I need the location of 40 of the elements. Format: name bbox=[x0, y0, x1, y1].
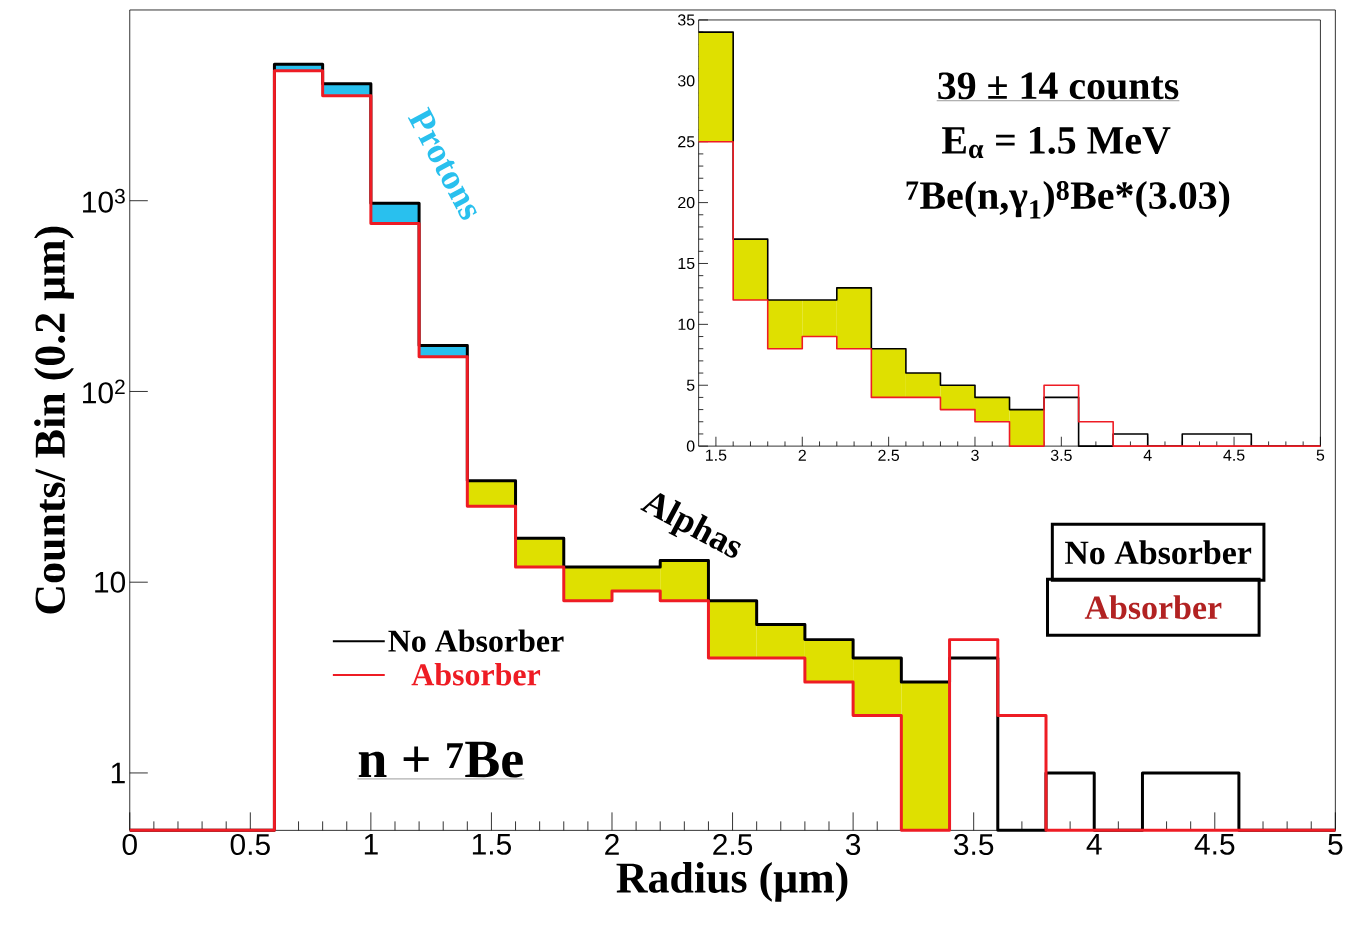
y-tick-label: 10 bbox=[678, 318, 695, 330]
y-tick-label: 0 bbox=[686, 440, 695, 452]
y-tick-label: 10 bbox=[95, 571, 126, 593]
y-tick-label: 1 bbox=[111, 762, 125, 784]
y-axis-title: Counts/ Bin (0.2 μm) bbox=[34, 226, 74, 614]
annotation: n + $^{7}$Be bbox=[358, 741, 523, 778]
x-tick-label: 4.5 bbox=[1194, 833, 1235, 855]
legend-label: No Absorber bbox=[388, 629, 564, 652]
annotation: 39 ± 14 counts bbox=[938, 72, 1179, 100]
x-tick-label: 2.5 bbox=[713, 833, 753, 856]
x-tick-label: 0.5 bbox=[230, 833, 270, 856]
y-tick-label: 30 bbox=[677, 75, 695, 87]
x-axis-title: Radius (μm) bbox=[616, 861, 848, 902]
x-tick-label: 3 bbox=[845, 833, 861, 856]
annotation: E$_{α}$ = 1.5 MeV bbox=[942, 127, 1171, 159]
x-tick-label: 1 bbox=[364, 833, 378, 855]
y-tick-label: 10$^{2}$ bbox=[83, 379, 125, 404]
x-tick-label: 4 bbox=[1086, 833, 1102, 855]
annotation: No Absorber bbox=[1064, 540, 1252, 565]
x-tick-label: 1.5 bbox=[706, 449, 727, 461]
x-tick-label: 3 bbox=[971, 449, 979, 461]
y-tick-label: 35 bbox=[677, 14, 695, 26]
x-tick-label: 4.5 bbox=[1223, 449, 1245, 461]
y-tick-label: 25 bbox=[678, 135, 695, 148]
x-tick-label: 3.5 bbox=[1050, 449, 1072, 461]
x-tick-label: 3.5 bbox=[954, 833, 994, 856]
x-tick-label: 5 bbox=[1316, 449, 1325, 461]
legend-label: Absorber bbox=[411, 662, 541, 686]
y-tick-label: 15 bbox=[678, 257, 695, 269]
annotation: Absorber bbox=[1084, 595, 1222, 620]
y-tick-label: 10$^{3}$ bbox=[83, 188, 125, 213]
x-tick-label: 1.5 bbox=[472, 833, 511, 855]
y-tick-label: 5 bbox=[686, 379, 695, 391]
x-tick-label: 4 bbox=[1143, 449, 1152, 461]
x-tick-label: 5 bbox=[1328, 833, 1343, 855]
x-tick-label: 2.5 bbox=[878, 449, 900, 461]
x-tick-label: 2 bbox=[798, 449, 806, 461]
y-tick-label: 20 bbox=[678, 196, 695, 209]
annotation: $^{7}$Be(n,γ$_{1}$)$^{8}$Be*(3.03) bbox=[906, 180, 1230, 219]
x-tick-label: 2 bbox=[605, 833, 619, 855]
